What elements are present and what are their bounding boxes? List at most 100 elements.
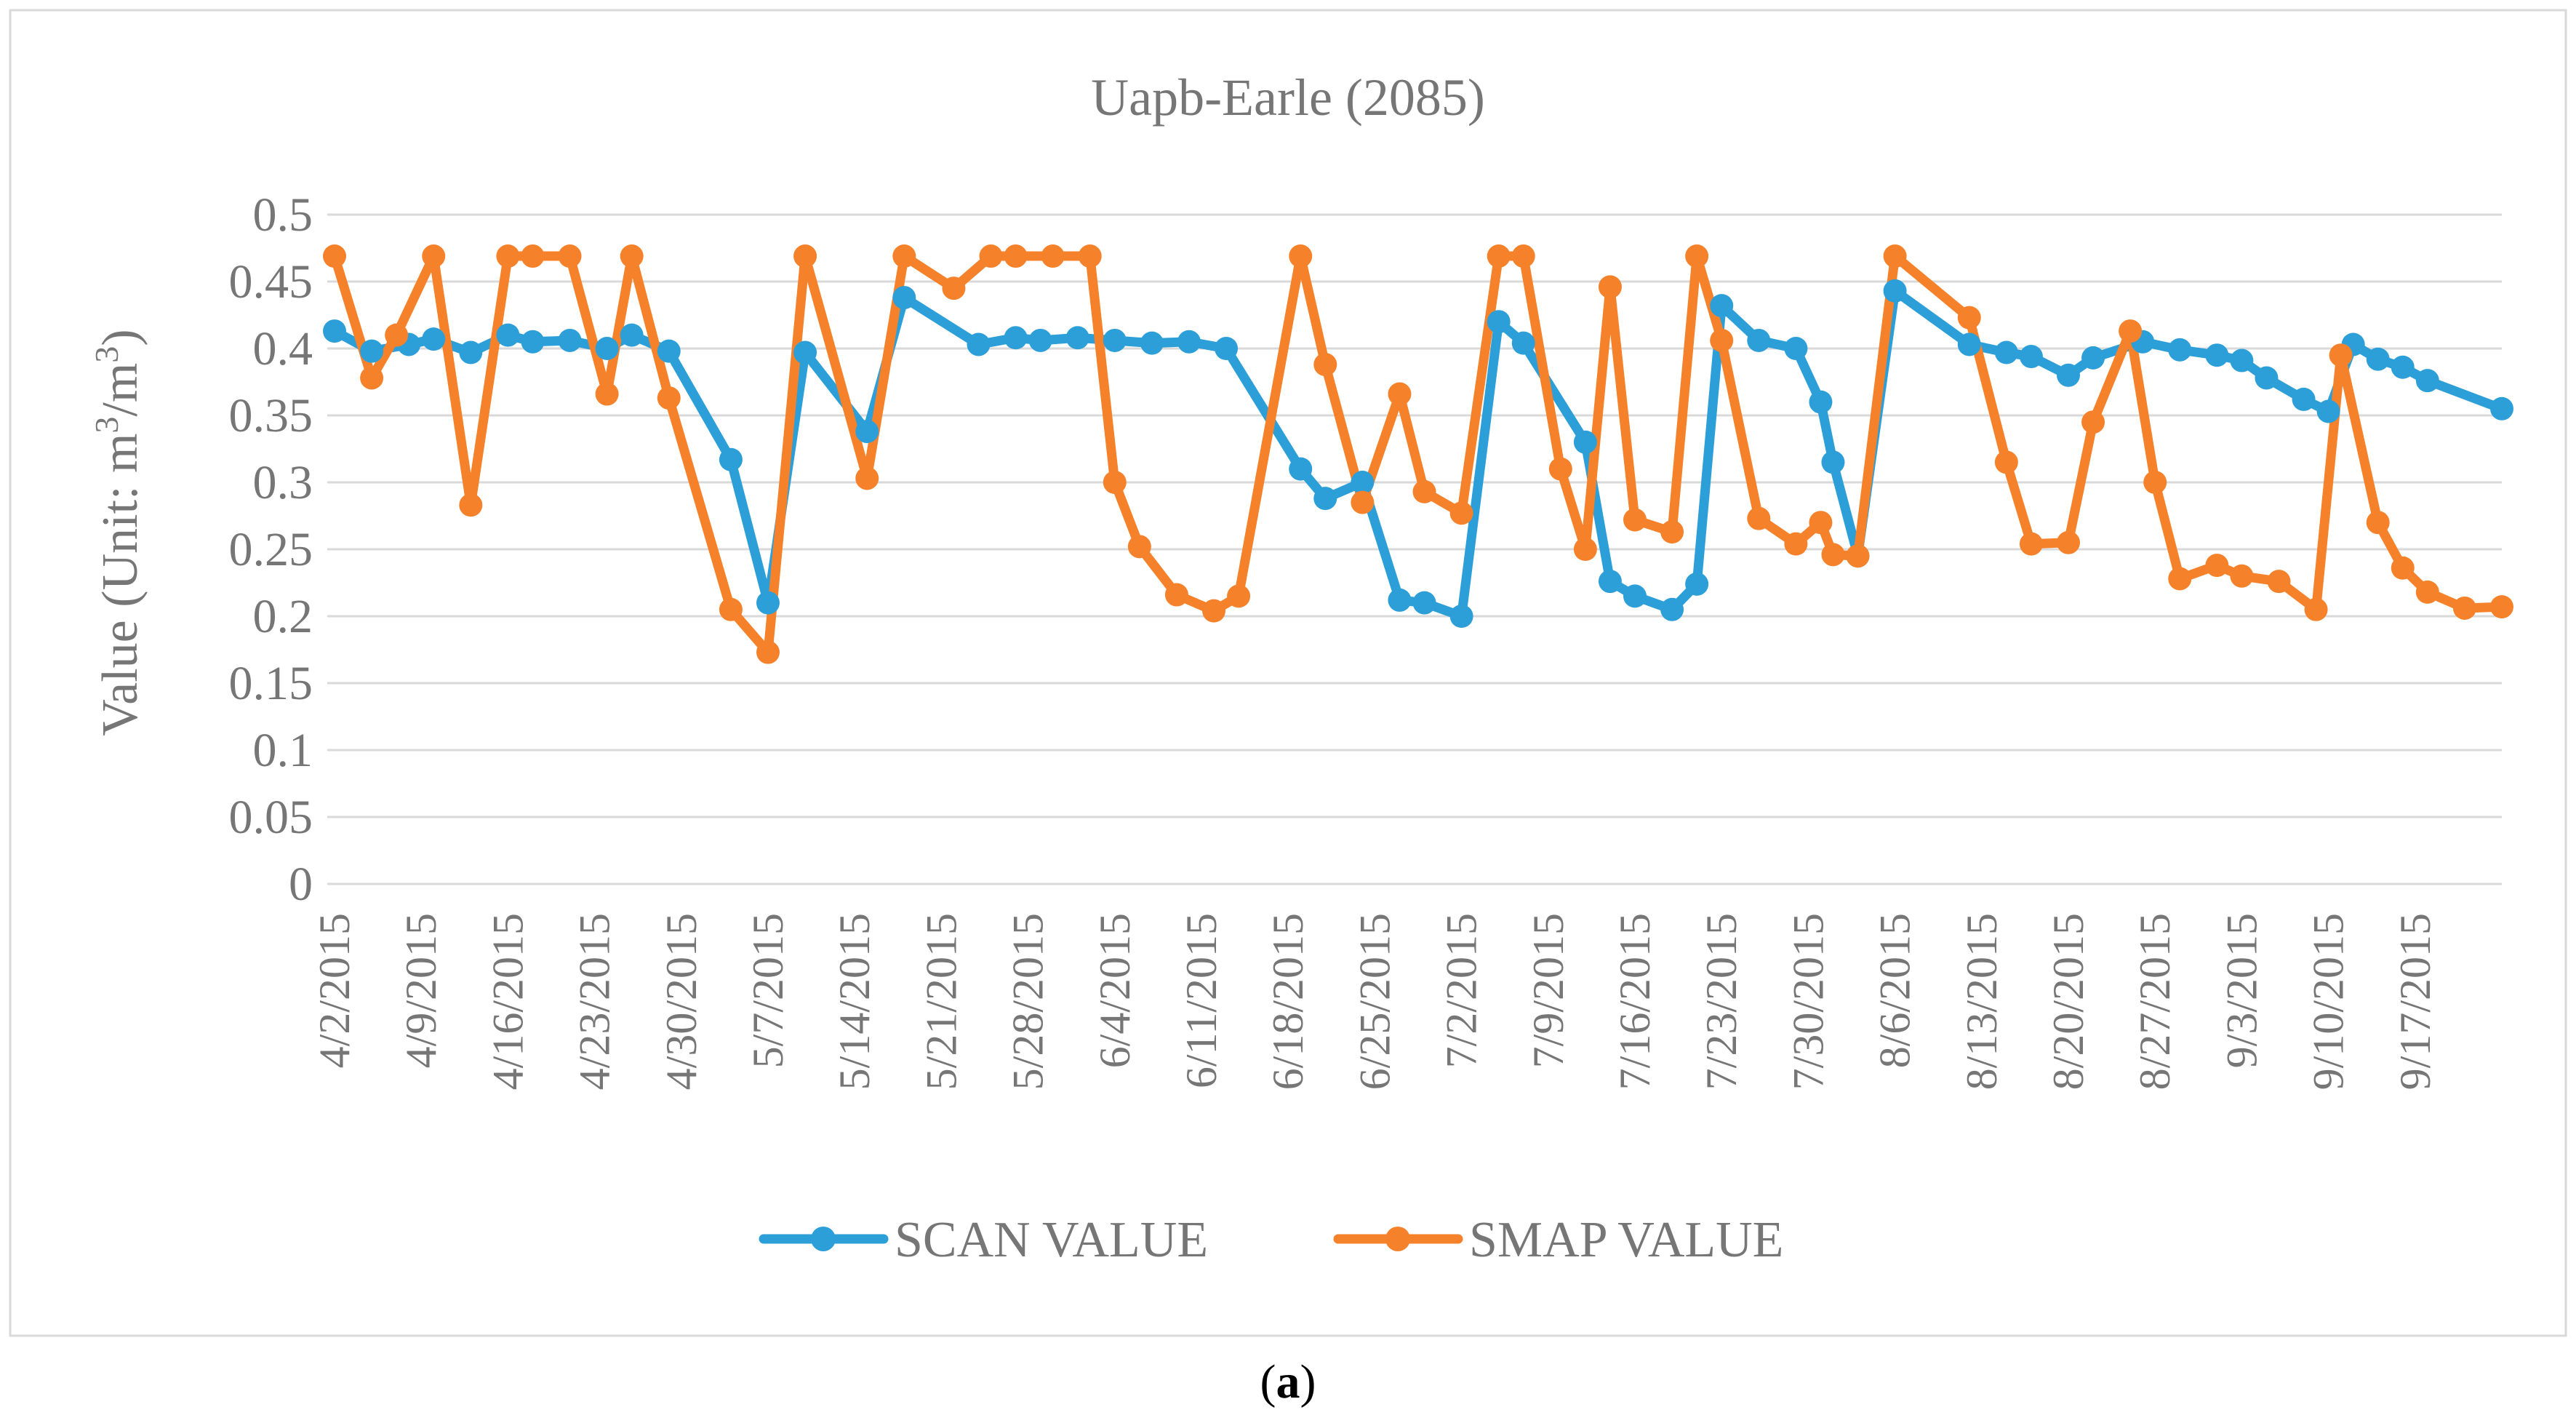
data-point (855, 420, 879, 444)
data-point (323, 244, 346, 268)
data-point (1127, 535, 1151, 559)
y-tick-label: 0.45 (229, 255, 313, 308)
x-tick-label: 6/18/2015 (1264, 913, 1312, 1090)
data-point (1809, 511, 1833, 535)
x-tick-label: 6/4/2015 (1091, 913, 1139, 1068)
data-point (719, 447, 743, 471)
y-tick-label: 0 (289, 858, 313, 911)
data-point (756, 640, 780, 664)
data-point (1065, 326, 1089, 350)
data-point (892, 244, 916, 268)
data-point (855, 466, 879, 490)
y-tick-label: 0.35 (229, 389, 313, 442)
data-point (1177, 330, 1201, 354)
x-tick-label: 7/16/2015 (1611, 913, 1659, 1090)
data-point (1846, 544, 1870, 568)
data-point (620, 323, 644, 347)
data-point (2230, 348, 2254, 372)
data-point (2081, 410, 2105, 434)
x-tick-label: 6/11/2015 (1177, 913, 1225, 1088)
y-tick-label: 0.25 (229, 523, 313, 576)
data-point (1821, 450, 1845, 474)
x-tick-label: 4/9/2015 (397, 913, 445, 1068)
data-point (1598, 570, 1622, 594)
legend-label: SMAP VALUE (1469, 1212, 1783, 1268)
data-point (657, 339, 681, 363)
data-point (1487, 244, 1511, 268)
data-point (2057, 530, 2080, 554)
x-tick-label: 4/16/2015 (484, 913, 532, 1090)
data-point (1957, 332, 1981, 356)
legend-swatch-marker (1385, 1227, 1410, 1251)
data-point (1004, 326, 1028, 350)
data-point (1660, 597, 1684, 621)
data-point (2205, 343, 2229, 367)
y-tick-label: 0.05 (229, 791, 313, 844)
data-point (595, 382, 619, 406)
data-point (1685, 244, 1709, 268)
legend: SCAN VALUE SMAP VALUE (759, 1212, 1783, 1268)
data-point (2316, 399, 2340, 423)
data-point (1388, 588, 1412, 612)
data-point (2057, 363, 2080, 387)
data-point (620, 244, 644, 268)
data-points (323, 244, 2513, 664)
data-point (967, 332, 991, 356)
data-point (323, 319, 346, 343)
data-point (496, 244, 520, 268)
data-point (1511, 244, 1535, 268)
data-point (1883, 244, 1907, 268)
data-point (1103, 328, 1127, 352)
data-point (1809, 390, 1833, 414)
data-point (1573, 430, 1597, 454)
data-point (1573, 538, 1597, 561)
data-point (1313, 353, 1337, 377)
x-tick-label: 5/28/2015 (1004, 913, 1052, 1090)
data-point (1710, 294, 1734, 318)
y-tick-label: 0.1 (253, 724, 313, 777)
caption-letter: a (1276, 1355, 1300, 1408)
data-point (558, 244, 582, 268)
data-point (385, 323, 409, 347)
data-point (1994, 340, 2018, 364)
data-point (2292, 387, 2316, 411)
x-tick-label: 8/20/2015 (2044, 913, 2092, 1090)
data-point (1140, 331, 1164, 355)
data-point (1412, 591, 1436, 615)
data-point (422, 244, 446, 268)
data-point (1449, 501, 1473, 525)
data-point (1289, 457, 1313, 481)
data-point (2366, 347, 2390, 371)
data-point (1548, 457, 1572, 481)
y-tick-label: 0.5 (253, 188, 313, 242)
data-point (1511, 331, 1535, 355)
data-point (1784, 337, 1808, 360)
data-point (1957, 306, 1981, 330)
data-point (1289, 244, 1313, 268)
data-point (2019, 345, 2043, 369)
data-point (1041, 244, 1065, 268)
x-tick-label: 4/23/2015 (571, 913, 619, 1090)
x-tick-labels: 4/2/2015 4/9/2015 4/16/2015 4/23/2015 4/30/2… (311, 913, 2439, 1090)
legend-label: SCAN VALUE (895, 1212, 1208, 1268)
data-point (2019, 532, 2043, 556)
data-point (793, 244, 817, 268)
data-point (1004, 244, 1028, 268)
data-point (496, 323, 520, 347)
data-point (2255, 366, 2279, 390)
data-point (2391, 355, 2415, 379)
data-point (2081, 346, 2105, 370)
data-point (1598, 275, 1622, 299)
data-point (1883, 279, 1907, 303)
y-tick-label: 0.15 (229, 657, 313, 710)
data-point (2205, 554, 2229, 578)
data-point (1821, 543, 1845, 567)
y-tick-labels: 0 0.05 0.1 0.15 0.2 0.25 0.3 0.35 0.4 0.45 0.5 (229, 188, 313, 911)
data-point (1078, 244, 1102, 268)
data-point (2267, 570, 2291, 594)
data-point (756, 591, 780, 615)
data-point (1623, 584, 1647, 608)
data-point (2143, 471, 2167, 494)
x-tick-label: 9/3/2015 (2217, 913, 2265, 1068)
